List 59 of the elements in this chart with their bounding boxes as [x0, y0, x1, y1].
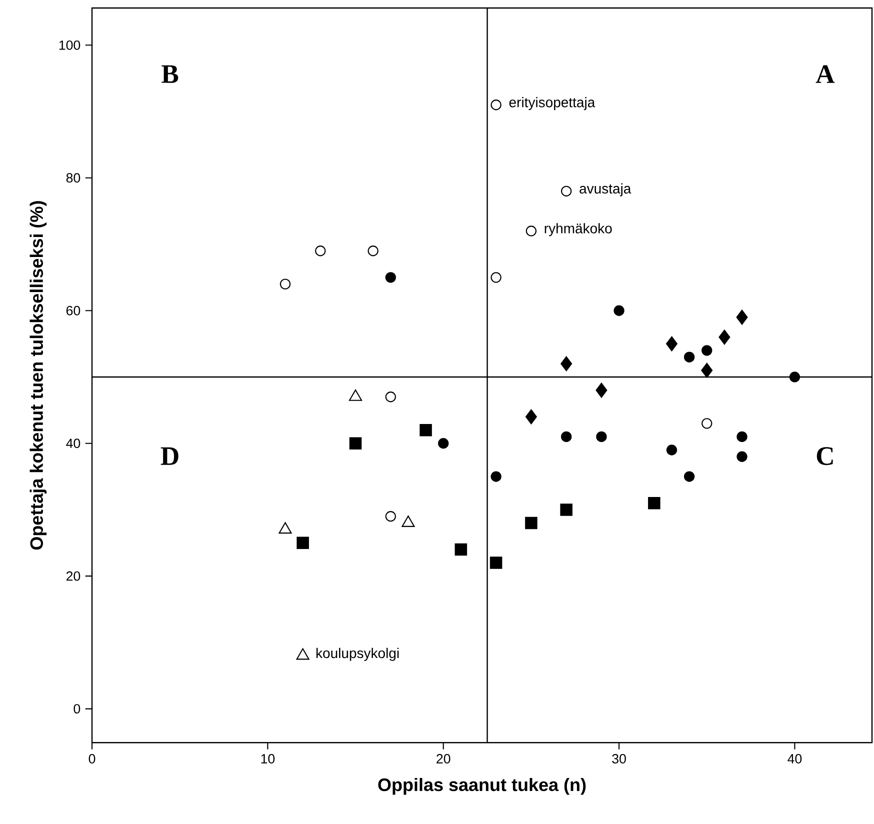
point [560, 356, 572, 372]
point [385, 272, 396, 283]
annotation: B [162, 65, 178, 83]
point [614, 305, 624, 316]
point [349, 437, 362, 450]
annotation: koulupsykolgi [316, 648, 399, 661]
annotation: D [160, 447, 178, 465]
y-tick-label: 60 [66, 306, 80, 316]
point [296, 536, 309, 550]
y-tick-label: 40 [66, 438, 80, 448]
point [596, 382, 608, 398]
point [701, 362, 713, 378]
y-tick-label: 0 [74, 704, 80, 714]
point [525, 409, 537, 424]
point [702, 345, 712, 356]
point [736, 431, 748, 442]
y-axis-title: Opettaja kokenut tuen tulokselliseksi (%) [30, 201, 47, 550]
point [438, 438, 449, 449]
annotation: A [816, 65, 835, 83]
point [560, 186, 572, 196]
point [490, 100, 502, 110]
point [560, 504, 572, 516]
point [280, 278, 291, 290]
point [420, 424, 432, 436]
x-tick-label: 10 [261, 754, 275, 764]
annotation: erityisopettaja [509, 97, 596, 110]
point [385, 511, 396, 522]
point [702, 418, 712, 429]
annotation: avustaja [580, 183, 632, 196]
point [385, 392, 396, 402]
annotation: ryhmäkoko [544, 223, 612, 236]
y-tick-label: 80 [66, 173, 80, 183]
point [490, 471, 502, 482]
point [666, 444, 678, 456]
point [684, 471, 695, 482]
x-tick-label: 0 [88, 754, 96, 764]
point [684, 352, 695, 362]
point [454, 543, 468, 556]
point [596, 431, 607, 442]
point [666, 336, 678, 352]
point [736, 310, 748, 325]
y-tick-label: 20 [66, 571, 80, 581]
x-axis-title: Oppilas saanut tukea (n) [378, 778, 586, 795]
point [490, 556, 502, 569]
point [490, 272, 502, 283]
y-tick-label: 100 [59, 40, 80, 50]
x-tick-label: 30 [612, 754, 626, 764]
point [789, 372, 800, 382]
point [560, 431, 572, 442]
point [718, 330, 730, 345]
point [525, 516, 538, 530]
point [368, 246, 378, 256]
point [315, 246, 326, 256]
x-tick-label: 40 [788, 754, 802, 764]
point [526, 226, 537, 236]
point [648, 496, 660, 510]
annotation: C [816, 447, 833, 466]
point [736, 451, 748, 462]
x-tick-label: 20 [436, 754, 450, 764]
